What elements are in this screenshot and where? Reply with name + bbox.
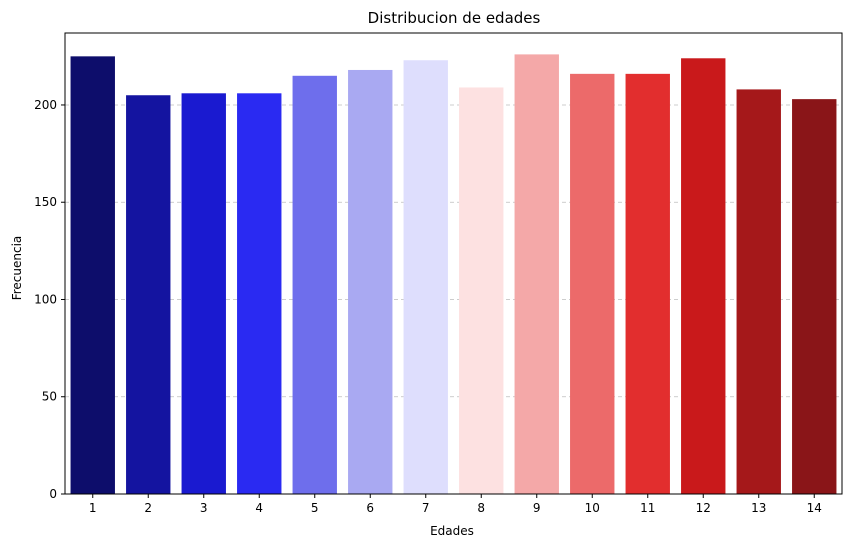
- bar-8: [459, 87, 504, 494]
- bars: [70, 54, 837, 495]
- x-tick-label: 3: [200, 501, 208, 515]
- bar-4: [237, 93, 282, 495]
- x-axis-ticks: 1 2 3 4 5 6 7 8 9 10 11 12 13 14: [89, 494, 822, 515]
- bar-1: [70, 56, 115, 495]
- y-tick-label: 200: [34, 98, 57, 112]
- x-tick-label: 12: [696, 501, 711, 515]
- bar-7: [403, 60, 448, 495]
- x-tick-label: 5: [311, 501, 319, 515]
- bar-12: [681, 58, 726, 494]
- x-tick-label: 14: [807, 501, 822, 515]
- x-tick-label: 2: [144, 501, 152, 515]
- bar-14: [792, 99, 837, 495]
- x-tick-label: 8: [477, 501, 485, 515]
- bar-10: [570, 73, 615, 495]
- y-tick-label: 0: [49, 487, 57, 501]
- bar-13: [736, 89, 781, 494]
- y-tick-label: 100: [34, 292, 57, 306]
- bar-3: [181, 93, 226, 495]
- x-tick-label: 10: [585, 501, 600, 515]
- x-tick-label: 1: [89, 501, 97, 515]
- x-tick-label: 11: [640, 501, 655, 515]
- x-tick-label: 13: [751, 501, 766, 515]
- bar-6: [348, 69, 393, 494]
- y-tick-label: 50: [42, 390, 57, 404]
- x-tick-label: 7: [422, 501, 430, 515]
- x-tick-label: 4: [255, 501, 263, 515]
- plot-frame: [64, 32, 843, 495]
- bar-11: [625, 73, 670, 495]
- y-tick-label: 150: [34, 195, 57, 209]
- bar-2: [126, 95, 171, 495]
- y-axis-ticks: 0 50 100 150 200: [34, 98, 65, 501]
- x-tick-label: 6: [366, 501, 374, 515]
- chart-title: Distribucion de edades: [368, 9, 541, 27]
- y-axis-label: Frecuencia: [10, 236, 24, 301]
- bar-9: [514, 54, 559, 494]
- x-axis-label: Edades: [430, 524, 474, 538]
- x-tick-label: 9: [533, 501, 541, 515]
- bar-5: [292, 75, 337, 495]
